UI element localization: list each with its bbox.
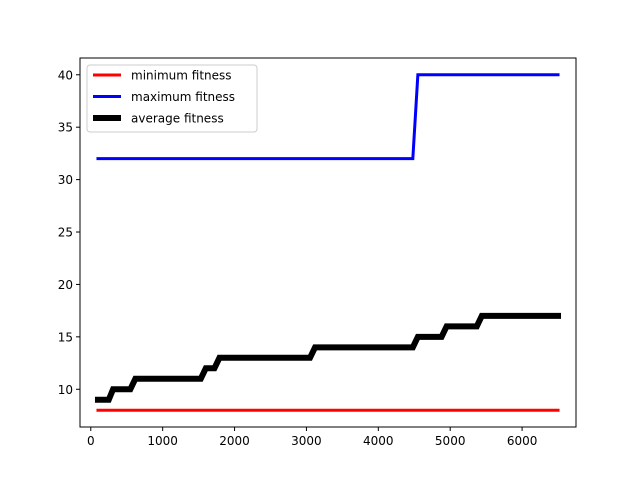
y-tick-label: 25 bbox=[58, 226, 73, 240]
legend-label-average-fitness: average fitness bbox=[131, 112, 224, 126]
series-line-maximum-fitness bbox=[96, 73, 560, 161]
legend: minimum fitness maximum fitness average fi… bbox=[86, 64, 258, 133]
x-tick-label: 4000 bbox=[363, 434, 394, 448]
x-tick-label: 0 bbox=[87, 434, 95, 448]
y-tick-label: 10 bbox=[58, 383, 73, 397]
y-axis: 10 15 20 25 30 35 40 bbox=[58, 68, 80, 397]
legend-label-minimum-fitness: minimum fitness bbox=[131, 69, 232, 83]
y-tick-label: 20 bbox=[58, 278, 73, 292]
x-tick-label: 1000 bbox=[147, 434, 178, 448]
y-tick-label: 35 bbox=[58, 121, 73, 135]
plot-frame bbox=[79, 57, 577, 428]
legend-label-maximum-fitness: maximum fitness bbox=[131, 90, 235, 104]
y-tick-label: 30 bbox=[58, 173, 73, 187]
y-tick-label: 15 bbox=[58, 330, 73, 344]
series-line-average-fitness bbox=[94, 312, 562, 403]
legend-box bbox=[86, 64, 258, 133]
x-tick-label: 2000 bbox=[219, 434, 250, 448]
y-tick-label: 40 bbox=[58, 68, 73, 82]
x-tick-label: 6000 bbox=[507, 434, 538, 448]
x-tick-label: 3000 bbox=[291, 434, 322, 448]
series-layer bbox=[94, 73, 562, 412]
x-axis: 0 1000 2000 3000 4000 5000 6000 bbox=[87, 427, 537, 448]
x-tick-label: 5000 bbox=[435, 434, 466, 448]
